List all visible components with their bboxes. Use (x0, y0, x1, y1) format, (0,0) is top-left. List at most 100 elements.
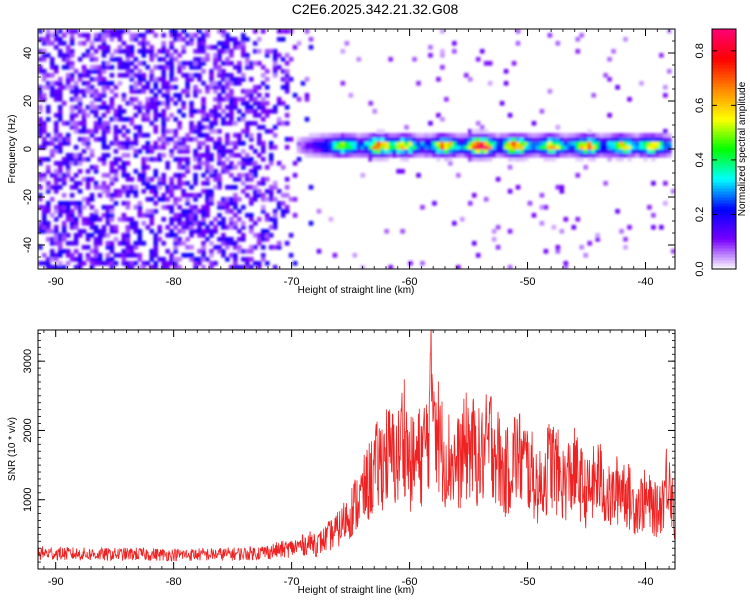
spectrogram-cell (173, 141, 178, 146)
spectrogram-cell (157, 113, 163, 118)
spectrogram-cell (288, 233, 294, 238)
spectrogram-cell (225, 209, 230, 214)
spectrogram-cell (623, 37, 628, 42)
spectrogram-cell (245, 213, 250, 218)
spectrogram-cell (49, 265, 55, 269)
spectrogram-cell (475, 57, 481, 62)
spectrogram-cell (209, 221, 214, 226)
spectrogram-cell (149, 77, 155, 82)
colorbar-segment (712, 164, 736, 168)
spectrogram-cell (376, 141, 381, 146)
spectrogram-cell (57, 113, 63, 118)
spectrogram-cell (193, 137, 198, 142)
spectrogram-cell (503, 137, 509, 142)
spectrogram-cell (527, 153, 533, 158)
spectrogram-cell (400, 229, 405, 234)
spectrogram-cell (69, 61, 75, 66)
colorbar-segment (712, 47, 736, 51)
spectrogram-cell (145, 165, 151, 170)
spectrogram-cell (217, 73, 222, 78)
spectrogram-cell (400, 153, 405, 158)
spectrogram-cell (233, 97, 238, 102)
spectrogram-cell (587, 133, 592, 138)
spectrogram-cell (571, 141, 577, 146)
spectrogram-cell (332, 153, 338, 158)
spectrogram-cell (197, 141, 202, 146)
spectrogram-cell (41, 145, 47, 150)
spectrogram-cell (444, 141, 449, 146)
spectrogram-cell (77, 161, 83, 166)
spectrogram-cell (252, 109, 258, 114)
spectrogram-cell (45, 41, 51, 46)
spectrogram-cell (177, 229, 182, 234)
spectrogram-cell (487, 137, 493, 142)
spectrogram-cell (571, 225, 577, 230)
spectrogram-cell (61, 193, 67, 198)
spectrogram-cell (173, 201, 178, 206)
spectrogram-cell (137, 69, 143, 74)
spectrogram-cell (125, 205, 131, 210)
spectrogram-cell (101, 41, 107, 46)
spectrogram-cell (105, 233, 111, 238)
x-tick-label: -50 (520, 276, 536, 288)
spectrogram-cell (221, 77, 226, 82)
spectrogram-cell (456, 173, 461, 178)
spectrogram-cell (264, 233, 270, 238)
spectrogram-cell (125, 137, 131, 142)
spectrogram-cell (252, 185, 258, 190)
spectrogram-cell (241, 97, 246, 102)
spectrogram-cell (233, 201, 238, 206)
spectrogram-cell (201, 133, 206, 138)
spectrogram-cell (189, 105, 194, 110)
spectrogram-cell (599, 145, 604, 150)
spectrogram-cell (177, 145, 182, 150)
colorbar-segment (712, 263, 736, 267)
spectrogram-cell (543, 205, 549, 210)
spectrogram-cell (185, 73, 190, 78)
spectrogram-cell (256, 241, 262, 246)
spectrogram-cell (384, 157, 389, 162)
spectrogram-cell (177, 181, 182, 186)
spectrogram-cell (193, 129, 198, 134)
spectrogram-cell (225, 257, 230, 262)
spectrogram-cell (225, 241, 230, 246)
spectrogram-cell (137, 41, 143, 46)
spectrogram-cell (213, 45, 218, 50)
spectrogram-cell (117, 81, 123, 86)
spectrogram-cell (400, 133, 405, 138)
spectrogram-cell (444, 133, 449, 138)
spectrogram-cell (384, 141, 389, 146)
spectrogram-cell (113, 117, 119, 122)
spectrogram-cell (81, 93, 87, 98)
spectrogram-cell (161, 265, 166, 269)
spectrogram-cell (245, 57, 250, 62)
spectrogram-cell (336, 133, 342, 138)
spectrogram-cell (233, 225, 238, 230)
spectrogram-cell (221, 205, 226, 210)
spectrogram-cell (241, 205, 246, 210)
spectrogram-cell (57, 201, 63, 206)
spectrogram-cell (173, 85, 178, 90)
spectrogram-cell (249, 225, 254, 230)
spectrogram-cell (137, 237, 143, 242)
spectrogram-cell (483, 129, 489, 134)
spectrogram-cell (491, 153, 497, 158)
spectrogram-cell (491, 229, 497, 234)
spectrogram-cell (189, 125, 194, 130)
spectrogram-cell (81, 245, 87, 250)
spectrogram-cell (643, 157, 648, 162)
spectrogram-cell (157, 229, 163, 234)
spectrogram-cell (448, 137, 453, 142)
spectrogram-cell (515, 137, 521, 142)
y-tick-label: 2000 (22, 418, 34, 442)
spectrogram-cell (109, 141, 115, 146)
spectrogram-cell (527, 137, 533, 142)
spectrogram-cell (57, 145, 63, 150)
spectrogram-cell (181, 141, 186, 146)
spectrogram-cell (280, 165, 286, 170)
colorbar-segment (712, 209, 736, 213)
spectrogram-cell (579, 157, 585, 162)
spectrogram-cell (487, 133, 493, 138)
spectrogram-cell (260, 29, 266, 34)
spectrogram-cell (252, 29, 258, 34)
